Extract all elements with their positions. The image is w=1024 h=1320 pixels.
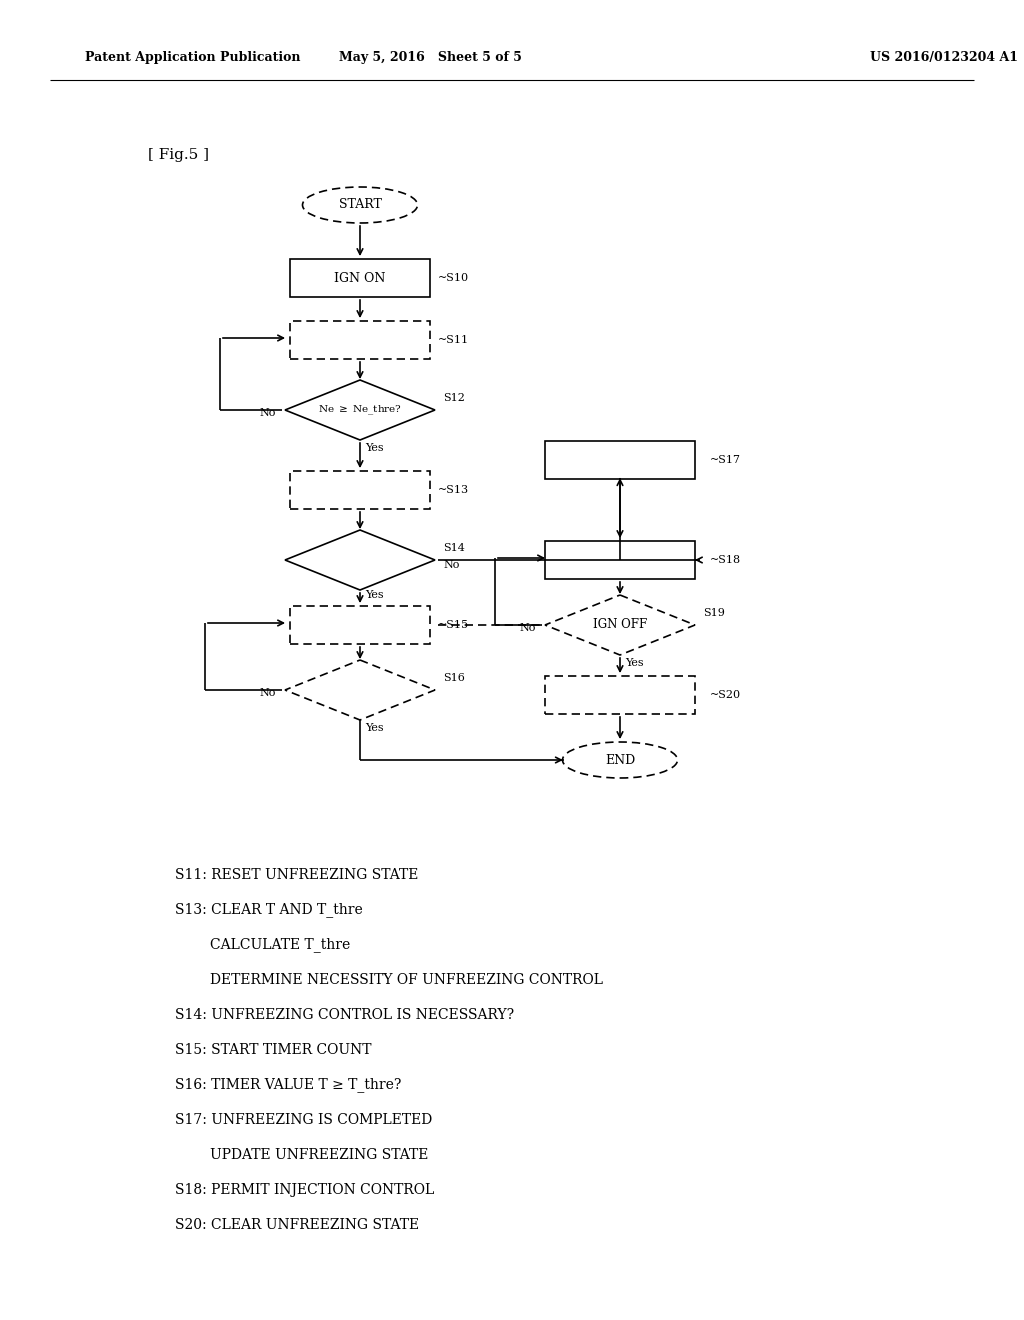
Text: ~S13: ~S13 — [438, 484, 469, 495]
Polygon shape — [285, 660, 435, 719]
Text: No: No — [520, 623, 537, 634]
Text: S17: UNFREEZING IS COMPLETED: S17: UNFREEZING IS COMPLETED — [175, 1113, 432, 1127]
Text: DETERMINE NECESSITY OF UNFREEZING CONTROL: DETERMINE NECESSITY OF UNFREEZING CONTRO… — [175, 973, 603, 987]
Ellipse shape — [302, 187, 418, 223]
Text: ~S15: ~S15 — [438, 620, 469, 630]
Text: S19: S19 — [703, 609, 725, 618]
Text: Patent Application Publication: Patent Application Publication — [85, 51, 300, 65]
Text: S11: RESET UNFREEZING STATE: S11: RESET UNFREEZING STATE — [175, 869, 419, 882]
Bar — [545, 676, 695, 714]
Text: No: No — [260, 688, 276, 698]
Text: ~S10: ~S10 — [438, 273, 469, 282]
Polygon shape — [545, 595, 695, 655]
Text: S16: TIMER VALUE T ≥ T_thre?: S16: TIMER VALUE T ≥ T_thre? — [175, 1077, 401, 1093]
Text: UPDATE UNFREEZING STATE: UPDATE UNFREEZING STATE — [175, 1148, 428, 1162]
Text: S16: S16 — [443, 673, 465, 682]
Text: START: START — [339, 198, 381, 211]
Bar — [290, 606, 430, 644]
Polygon shape — [285, 380, 435, 440]
Text: S15: START TIMER COUNT: S15: START TIMER COUNT — [175, 1043, 372, 1057]
Text: Yes: Yes — [365, 444, 384, 453]
Text: S14: S14 — [443, 543, 465, 553]
Text: US 2016/0123204 A1: US 2016/0123204 A1 — [870, 51, 1018, 65]
Text: CALCULATE T_thre: CALCULATE T_thre — [175, 937, 350, 953]
Bar — [545, 441, 695, 479]
Text: S12: S12 — [443, 393, 465, 403]
Ellipse shape — [562, 742, 678, 777]
Text: Yes: Yes — [625, 657, 644, 668]
Text: S20: CLEAR UNFREEZING STATE: S20: CLEAR UNFREEZING STATE — [175, 1218, 419, 1232]
Text: ~S20: ~S20 — [710, 690, 741, 700]
Text: S18: PERMIT INJECTION CONTROL: S18: PERMIT INJECTION CONTROL — [175, 1183, 434, 1197]
Text: No: No — [443, 560, 460, 570]
Text: END: END — [605, 754, 635, 767]
Text: Yes: Yes — [365, 723, 384, 733]
Text: [ Fig.5 ]: [ Fig.5 ] — [148, 148, 209, 162]
Text: ~S11: ~S11 — [438, 335, 469, 345]
Text: May 5, 2016   Sheet 5 of 5: May 5, 2016 Sheet 5 of 5 — [339, 51, 521, 65]
Polygon shape — [285, 531, 435, 590]
Text: ~S18: ~S18 — [710, 554, 741, 565]
Text: IGN OFF: IGN OFF — [593, 619, 647, 631]
Text: ~S17: ~S17 — [710, 455, 741, 465]
Text: Yes: Yes — [365, 590, 384, 601]
Text: S13: CLEAR T AND T_thre: S13: CLEAR T AND T_thre — [175, 903, 362, 917]
Bar — [290, 259, 430, 297]
Text: Ne $\geq$ Ne_thre?: Ne $\geq$ Ne_thre? — [318, 404, 402, 417]
Text: IGN ON: IGN ON — [334, 272, 386, 285]
Bar — [290, 321, 430, 359]
Text: No: No — [260, 408, 276, 418]
Bar — [290, 471, 430, 510]
Text: S14: UNFREEZING CONTROL IS NECESSARY?: S14: UNFREEZING CONTROL IS NECESSARY? — [175, 1008, 514, 1022]
Bar — [545, 541, 695, 579]
